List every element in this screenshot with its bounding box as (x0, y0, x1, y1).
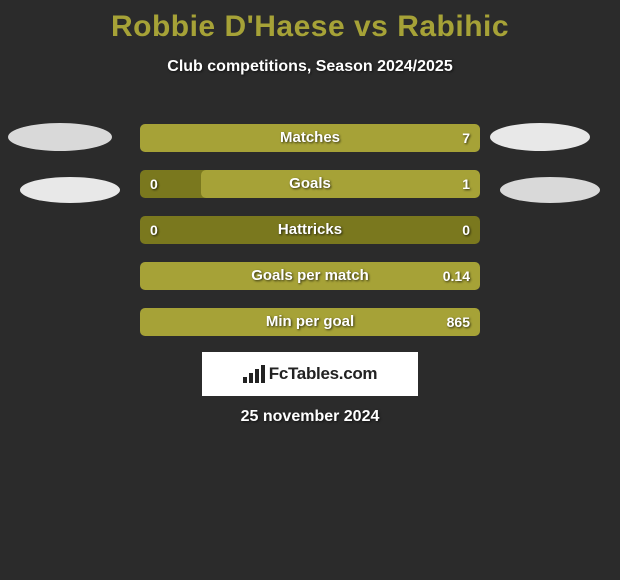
stat-row: Min per goal865 (140, 308, 480, 336)
fctables-logo: FcTables.com (202, 352, 418, 396)
comparison-infographic: Robbie D'Haese vs Rabihic Club competiti… (0, 0, 620, 580)
player-right-oval-1 (490, 123, 590, 151)
stat-label: Goals (140, 170, 480, 198)
subtitle: Club competitions, Season 2024/2025 (0, 58, 620, 76)
player-left-oval-2 (20, 177, 120, 203)
stat-label: Matches (140, 124, 480, 152)
logo-text: FcTables.com (269, 364, 378, 384)
bars-icon (243, 365, 265, 383)
stat-label: Min per goal (140, 308, 480, 336)
stat-row: Hattricks0 0 (140, 216, 480, 244)
stat-value-right: 0.14 (443, 262, 470, 290)
stat-row: Goals per match0.14 (140, 262, 480, 290)
player-left-oval-1 (8, 123, 112, 151)
stat-bars: Matches7Goals01Hattricks00Goals per matc… (140, 124, 480, 354)
stat-label: Hattricks (140, 216, 480, 244)
stat-value-right: 0 (462, 216, 470, 244)
stat-value-left: 0 (150, 170, 158, 198)
stat-value-right: 7 (462, 124, 470, 152)
title: Robbie D'Haese vs Rabihic (0, 0, 620, 44)
stat-label: Goals per match (140, 262, 480, 290)
stat-value-left: 0 (150, 216, 158, 244)
player-right-oval-2 (500, 177, 600, 203)
stat-row: Goals0 1 (140, 170, 480, 198)
stat-row: Matches7 (140, 124, 480, 152)
stat-value-right: 865 (447, 308, 470, 336)
stat-value-right: 1 (462, 170, 470, 198)
date-text: 25 november 2024 (0, 408, 620, 426)
